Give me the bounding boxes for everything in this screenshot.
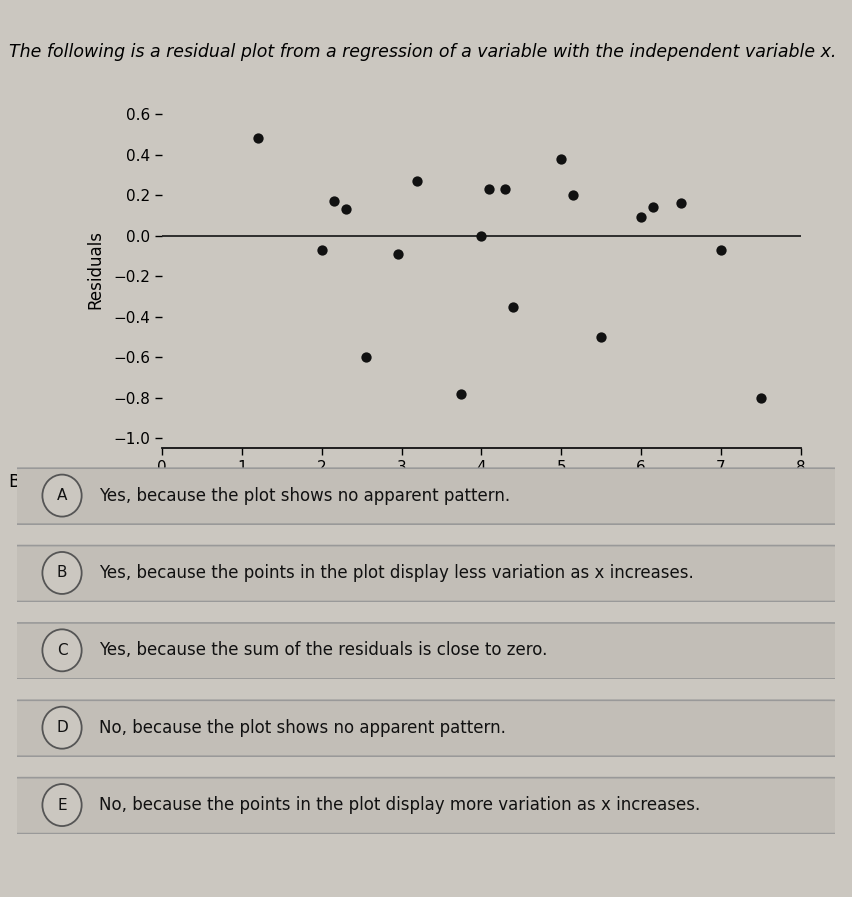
Point: [391, 247, 405, 261]
Ellipse shape: [43, 475, 82, 517]
FancyBboxPatch shape: [0, 623, 852, 679]
Point: [714, 243, 728, 257]
Text: Yes, because the points in the plot display less variation as x increases.: Yes, because the points in the plot disp…: [99, 564, 694, 582]
Text: Yes, because the plot shows no apparent pattern.: Yes, because the plot shows no apparent …: [99, 486, 510, 505]
Point: [359, 350, 372, 364]
Point: [315, 243, 329, 257]
Point: [506, 300, 520, 314]
Text: Based on the plot, is it reasonable to conclude that a linear model is appropria: Based on the plot, is it reasonable to c…: [9, 473, 722, 492]
Point: [634, 210, 648, 224]
Ellipse shape: [43, 552, 82, 594]
Text: C: C: [57, 643, 67, 658]
Point: [647, 200, 660, 214]
Point: [498, 182, 512, 196]
Ellipse shape: [43, 630, 82, 671]
Point: [567, 188, 580, 203]
FancyBboxPatch shape: [0, 545, 852, 602]
Ellipse shape: [43, 707, 82, 749]
Y-axis label: Residuals: Residuals: [87, 230, 105, 309]
X-axis label: x: x: [476, 481, 486, 499]
Point: [595, 330, 608, 344]
Point: [475, 229, 488, 243]
Text: No, because the points in the plot display more variation as x increases.: No, because the points in the plot displ…: [99, 796, 700, 814]
Text: B: B: [57, 565, 67, 580]
Text: D: D: [56, 720, 68, 736]
Text: Yes, because the sum of the residuals is close to zero.: Yes, because the sum of the residuals is…: [99, 641, 547, 659]
Text: A: A: [57, 488, 67, 503]
Text: No, because the plot shows no apparent pattern.: No, because the plot shows no apparent p…: [99, 718, 506, 736]
FancyBboxPatch shape: [0, 468, 852, 524]
FancyBboxPatch shape: [0, 778, 852, 833]
Text: The following is a residual plot from a regression of a variable with the indepe: The following is a residual plot from a …: [9, 42, 836, 61]
Point: [674, 196, 688, 211]
Ellipse shape: [43, 784, 82, 826]
Point: [482, 182, 496, 196]
Point: [411, 174, 424, 188]
Point: [327, 194, 341, 208]
Point: [339, 202, 353, 216]
Point: [251, 131, 265, 145]
Point: [754, 391, 768, 405]
FancyBboxPatch shape: [0, 701, 852, 756]
Text: E: E: [57, 797, 66, 813]
Point: [555, 152, 568, 166]
Point: [455, 387, 469, 401]
